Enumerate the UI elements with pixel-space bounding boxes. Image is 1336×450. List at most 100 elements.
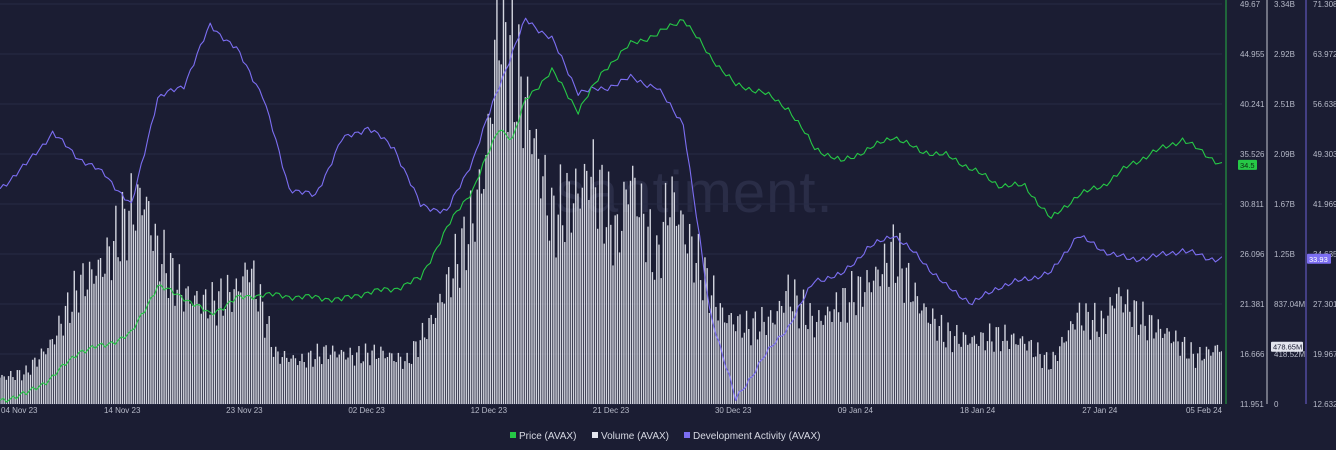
- volume-bar: [86, 289, 89, 404]
- volume-bar: [892, 224, 895, 404]
- volume-bar: [1076, 312, 1078, 404]
- volume-bar: [754, 311, 757, 404]
- y-tick-dev: 49.303: [1313, 150, 1336, 159]
- y-tick-price: 21.381: [1240, 300, 1265, 309]
- volume-bar: [126, 260, 128, 404]
- volume-bar: [778, 300, 781, 404]
- volume-bar: [165, 273, 167, 404]
- volume-bar: [375, 358, 378, 404]
- volume-bar: [430, 314, 432, 404]
- volume-bar: [982, 332, 984, 404]
- volume-bar: [601, 164, 603, 404]
- volume-bar: [1010, 334, 1013, 404]
- volume-bar: [1041, 367, 1043, 404]
- volume-bar: [921, 310, 923, 404]
- volume-bar: [279, 363, 281, 404]
- volume-bar: [791, 311, 794, 404]
- volume-bar: [1109, 297, 1111, 404]
- volume-bar: [625, 189, 627, 404]
- volume-bar: [229, 292, 231, 404]
- volume-bar: [36, 366, 38, 404]
- volume-bar: [472, 223, 474, 404]
- volume-bar: [1212, 352, 1214, 404]
- volume-bar: [973, 335, 976, 404]
- y-tick-volume: 837.04M: [1274, 300, 1305, 309]
- volume-bar: [10, 370, 12, 404]
- volume-bar: [64, 305, 67, 404]
- volume-bar: [800, 304, 803, 404]
- volume-bar: [421, 322, 424, 404]
- volume-bar: [139, 187, 141, 404]
- volume-bar: [710, 295, 713, 404]
- volume-bar: [169, 252, 172, 404]
- volume-bar: [750, 345, 752, 404]
- volume-bar: [822, 324, 824, 404]
- volume-bar: [161, 264, 163, 404]
- volume-bar: [866, 270, 868, 404]
- volume-bar: [557, 214, 559, 404]
- volume-bar: [1168, 331, 1170, 404]
- volume-bar: [794, 279, 796, 404]
- volume-bar: [42, 351, 45, 404]
- volume-bar: [837, 312, 840, 404]
- series-lines: [0, 17, 1222, 403]
- volume-bar: [544, 154, 546, 404]
- volume-bar: [1017, 344, 1019, 404]
- volume-bar: [222, 315, 224, 404]
- volume-bar: [583, 163, 586, 404]
- y-tick-price: 49.67: [1240, 0, 1261, 9]
- volume-bar: [119, 261, 121, 404]
- volume-bar: [524, 97, 527, 404]
- volume-bar: [677, 224, 680, 404]
- volume-bar: [509, 35, 511, 404]
- volume-bar: [616, 214, 619, 404]
- volume-bar: [75, 290, 78, 404]
- last-value-text-price: 34.5: [1240, 161, 1255, 170]
- volume-bar: [953, 336, 956, 404]
- volume-bar: [191, 305, 194, 404]
- volume-bar: [1085, 303, 1087, 404]
- volume-bar: [467, 244, 470, 404]
- volume-bar: [27, 372, 29, 404]
- volume-bar: [163, 229, 165, 404]
- volume-bar: [894, 282, 897, 404]
- volume-bar: [1155, 332, 1157, 404]
- volume-bar: [235, 278, 238, 404]
- volume-bar: [1118, 287, 1120, 404]
- volume-bar: [314, 359, 316, 404]
- volume-bar: [134, 230, 137, 404]
- line-price: [0, 19, 1222, 403]
- volume-bar: [1153, 338, 1155, 404]
- volume-bar: [356, 352, 358, 404]
- volume-bar: [261, 301, 264, 404]
- volume-bar: [702, 300, 704, 404]
- volume-bar: [811, 315, 813, 404]
- volume-bar: [250, 268, 253, 404]
- volume-bar: [671, 176, 673, 404]
- volume-bar: [851, 271, 853, 404]
- x-tick: 27 Jan 24: [1082, 406, 1118, 415]
- volume-bar: [428, 318, 430, 404]
- volume-bar: [912, 301, 914, 404]
- volume-bar: [369, 365, 371, 404]
- volume-bar: [402, 368, 404, 404]
- volume-bar: [301, 353, 303, 404]
- volume-bar: [183, 311, 185, 404]
- volume-bar: [367, 352, 369, 404]
- volume-bar: [491, 123, 494, 404]
- volume-bar: [106, 237, 108, 404]
- volume-bar: [1203, 358, 1205, 404]
- volume-bar: [932, 308, 934, 404]
- volume-bar: [338, 354, 340, 404]
- volume-bar: [504, 22, 507, 404]
- volume-bar: [596, 228, 599, 404]
- volume-bar: [592, 139, 594, 404]
- volume-bar: [566, 172, 568, 404]
- volume-bar: [220, 278, 222, 404]
- volume-bar: [879, 286, 881, 404]
- volume-bar: [458, 287, 461, 404]
- volume-bar: [391, 353, 393, 404]
- volume-bar: [1006, 340, 1008, 404]
- volume-bar: [108, 246, 110, 404]
- volume-bar: [158, 281, 161, 404]
